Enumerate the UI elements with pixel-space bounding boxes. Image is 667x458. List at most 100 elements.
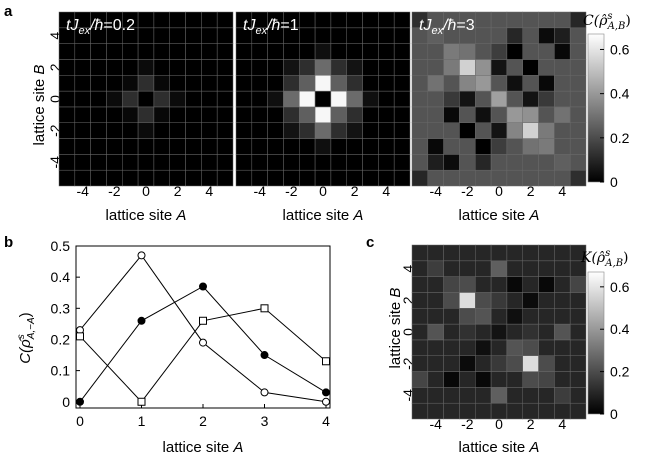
- heatmap-cell: [122, 122, 139, 139]
- heatmap-cell: [201, 27, 218, 44]
- heatmap-cell: [169, 43, 186, 60]
- heatmap-cell: [393, 27, 411, 44]
- heatmap-cell: [459, 371, 476, 388]
- heatmap-cell: [58, 59, 76, 76]
- heatmap-cell: [185, 90, 202, 108]
- heatmap-cell: [506, 43, 523, 60]
- heatmap-cell: [554, 90, 571, 108]
- y-tick-label: 0.5: [51, 238, 71, 254]
- heatmap-cell: [475, 169, 492, 187]
- heatmap-cell: [459, 90, 476, 108]
- heatmap-cell: [538, 122, 555, 139]
- heatmap-cell: [569, 387, 587, 404]
- heatmap-cell: [153, 138, 170, 155]
- heatmap-cell: [267, 154, 284, 171]
- heatmap-cell: [554, 138, 571, 155]
- heatmap-cell: [475, 122, 492, 139]
- y-tick-label: 2: [47, 63, 63, 71]
- plot-b-xlabel: lattice site A: [163, 439, 244, 456]
- x-tick-label: 0: [495, 183, 503, 199]
- heatmap-cell: [475, 106, 492, 123]
- panel-letter-b: b: [4, 234, 13, 251]
- heatmap-cell: [522, 122, 539, 139]
- heatmap-cell: [490, 90, 508, 108]
- heatmap-cell: [74, 106, 91, 123]
- heatmap-cell: [475, 292, 492, 309]
- heatmap-cell: [459, 59, 476, 76]
- heatmap-cell: [411, 323, 429, 341]
- colorbar-tick-label: 0: [610, 406, 618, 422]
- heatmap-cell: [411, 59, 429, 76]
- heatmap-cell: [554, 75, 571, 92]
- heatmap-cell: [299, 59, 316, 76]
- heatmap-cell: [299, 154, 316, 171]
- heatmap-cell: [411, 169, 429, 187]
- panel-c: c lattice site B -4 -2 0 2 4 -4 -2 0 2 4 lattice…: [366, 234, 630, 456]
- heatmap-cell: [314, 122, 332, 139]
- x-tick-label: -2: [108, 183, 121, 199]
- heatmap-cell: [569, 138, 587, 155]
- heatmap-cell: [90, 138, 107, 155]
- heatmap-cell: [235, 75, 253, 92]
- heatmap-cell: [554, 154, 571, 171]
- heatmap-cell: [90, 59, 107, 76]
- heatmap-cell: [378, 90, 395, 108]
- heatmap-cell: [569, 43, 587, 60]
- heatmap-cell: [393, 169, 411, 187]
- heatmap-cell: [299, 106, 316, 123]
- panel-a: a lattice site B -4 -2 0 2 4 tJex/ħ=0.2 tJex…: [4, 3, 631, 224]
- heatmap-cell: [216, 122, 234, 139]
- heatmap-cell: [490, 59, 508, 76]
- heatmap-cell: [506, 260, 523, 277]
- map-a1-title: tJex/ħ=0.2: [66, 17, 135, 37]
- heatmap-cell: [506, 154, 523, 171]
- heatmap-cell: [569, 308, 587, 325]
- heatmap-cell: [216, 90, 234, 108]
- y-tick-label: 0.2: [51, 331, 71, 347]
- heatmap-cell: [235, 43, 253, 60]
- heatmap-cell: [346, 122, 363, 139]
- heatmap-cell: [216, 59, 234, 76]
- heatmap-cell: [74, 59, 91, 76]
- heatmap-cell: [106, 43, 123, 60]
- heatmap-cell: [554, 244, 571, 262]
- heatmap-cell: [216, 138, 234, 155]
- heatmap-cell: [506, 402, 523, 420]
- heatmap-cell: [427, 308, 444, 325]
- heatmap-cell: [267, 138, 284, 155]
- heatmap-cell: [459, 355, 476, 372]
- x-tick-label: -4: [430, 416, 443, 432]
- heatmap-cell: [506, 11, 523, 29]
- heatmap-cell: [522, 75, 539, 92]
- heatmap-cell: [506, 27, 523, 44]
- heatmap-cell: [393, 138, 411, 155]
- heatmap-cell: [330, 106, 347, 123]
- heatmap-cell: [235, 154, 253, 171]
- data-point-filled-circle: [76, 397, 84, 406]
- heatmap-cell: [522, 11, 539, 29]
- panel-b: b 0 1 2 3 4 0 0.1 0.2 0.3 0.4 0.5 C(ρ̂sA,−A) latti…: [4, 234, 331, 456]
- heatmap-cell: [443, 59, 460, 76]
- heatmap-cell: [569, 106, 587, 123]
- heatmap-cell: [538, 323, 555, 341]
- heatmap-cell: [522, 260, 539, 277]
- heatmap-cell: [299, 75, 316, 92]
- heatmap-cell: [522, 106, 539, 123]
- heatmap-cell: [459, 106, 476, 123]
- map-a2-xlabel: lattice site A: [283, 207, 364, 224]
- colorbar-c-title: K(ρ̂s A,B): [580, 248, 629, 269]
- heatmap-cell: [137, 122, 155, 139]
- colorbar-c-ticks: 0 0.2 0.4 0.6: [600, 279, 630, 422]
- heatmap-cell: [153, 154, 170, 171]
- heatmap-cell: [490, 260, 508, 277]
- heatmap-cell: [538, 75, 555, 92]
- heatmap-cell: [393, 59, 411, 76]
- map-a2-title: tJex/ħ=1: [243, 17, 299, 37]
- heatmap-cell: [393, 106, 411, 123]
- heatmap-cell: [235, 138, 253, 155]
- heatmap-cell: [283, 122, 300, 139]
- heatmap-cell: [299, 43, 316, 60]
- heatmap-cell: [299, 138, 316, 155]
- heatmap-cell: [330, 11, 347, 29]
- heatmap-cell: [443, 90, 460, 108]
